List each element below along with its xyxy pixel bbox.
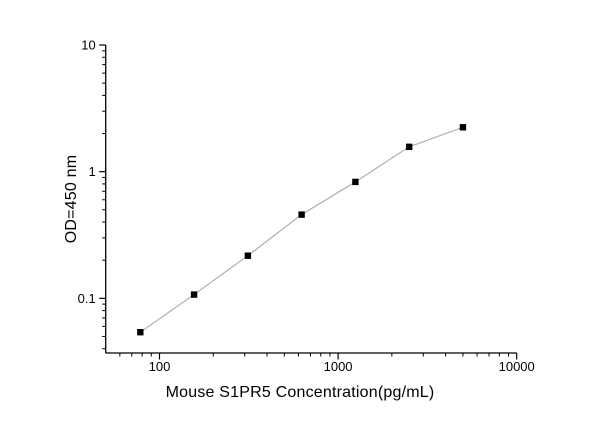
- data-point-marker: [137, 329, 144, 336]
- x-tick-label: 10000: [499, 359, 535, 374]
- data-point-marker: [298, 211, 305, 218]
- data-point-marker: [352, 178, 359, 186]
- x-tick-label: 1000: [324, 359, 353, 374]
- series-line: [140, 126, 464, 333]
- y-tick-label: 0.1: [78, 291, 96, 306]
- data-point-marker: [459, 124, 467, 131]
- y-tick-label: 1: [88, 164, 95, 179]
- data-point-marker: [244, 252, 252, 259]
- x-axis-title: Mouse S1PR5 Concentration(pg/mL): [165, 384, 435, 401]
- data-point-marker: [405, 143, 413, 151]
- data-point-marker: [190, 291, 198, 298]
- x-tick-label: 100: [149, 359, 171, 374]
- y-axis-title: OD=450 nm: [63, 154, 80, 244]
- y-tick-label: 10: [81, 38, 95, 53]
